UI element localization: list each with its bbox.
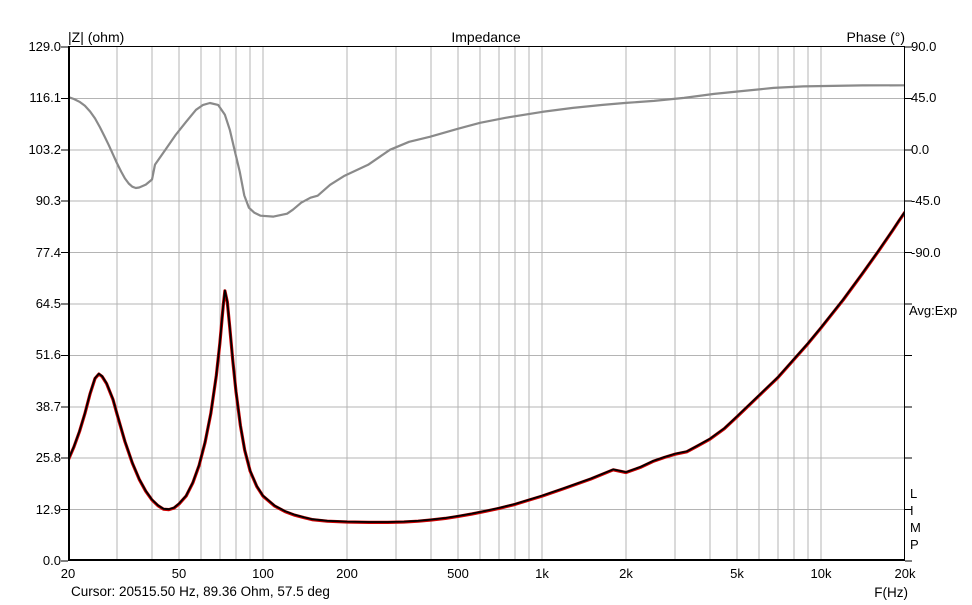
left-axis-tick-label: 116.1 bbox=[29, 90, 61, 106]
left-axis-tick-label: 77.4 bbox=[35, 244, 61, 260]
left-axis-tick-label: 103.2 bbox=[28, 141, 61, 157]
chart-title: Impedance bbox=[451, 29, 521, 45]
impedance-curve-measured bbox=[68, 211, 905, 524]
right-axis-title: Phase (°) bbox=[846, 29, 905, 45]
x-axis-unit-label: F(Hz) bbox=[874, 585, 908, 600]
frequency-tick-label: 20 bbox=[60, 566, 76, 581]
frequency-tick-label: 2k bbox=[619, 566, 633, 581]
limp-letter: P bbox=[910, 537, 919, 552]
limp-letter: M bbox=[910, 520, 921, 535]
frequency-tick-label: 100 bbox=[252, 566, 274, 581]
impedance-curve-overlay bbox=[68, 211, 905, 523]
left-axis-tick-label: 90.3 bbox=[35, 193, 61, 209]
limp-letter: I bbox=[910, 503, 914, 518]
frequency-tick-label: 1k bbox=[535, 566, 549, 581]
left-axis-tick-label: 12.9 bbox=[35, 501, 61, 517]
frequency-tick-label: 20k bbox=[894, 566, 916, 581]
frequency-tick-label: 5k bbox=[730, 566, 744, 581]
right-axis-tick-label: -45.0 bbox=[911, 193, 941, 209]
cursor-readout: Cursor: 20515.50 Hz, 89.36 Ohm, 57.5 deg bbox=[71, 584, 330, 599]
limp-letter: L bbox=[910, 486, 918, 501]
right-axis-tick-label: 0.0 bbox=[911, 141, 930, 157]
frequency-tick-label: 50 bbox=[171, 566, 187, 581]
frequency-tick-label: 500 bbox=[447, 566, 469, 581]
left-axis-tick-label: 64.5 bbox=[35, 296, 61, 311]
left-axis-title: |Z| (ohm) bbox=[68, 29, 125, 45]
left-axis-tick-label: 51.6 bbox=[35, 347, 61, 363]
right-axis-tick-label: 90.0 bbox=[911, 39, 937, 54]
left-axis-tick-label: 0.0 bbox=[42, 553, 61, 568]
frequency-tick-label: 10k bbox=[810, 566, 832, 581]
averaging-mode-label: Avg:Exp bbox=[909, 303, 958, 318]
left-axis-tick-label: 38.7 bbox=[35, 398, 61, 414]
left-axis-tick-label: 25.8 bbox=[35, 450, 61, 466]
frequency-tick-label: 200 bbox=[336, 566, 358, 581]
right-axis-tick-label: -90.0 bbox=[911, 244, 941, 260]
left-axis-tick-label: 129.0 bbox=[28, 39, 61, 54]
phase-curve bbox=[68, 84, 905, 218]
right-axis-tick-label: 45.0 bbox=[911, 90, 937, 106]
